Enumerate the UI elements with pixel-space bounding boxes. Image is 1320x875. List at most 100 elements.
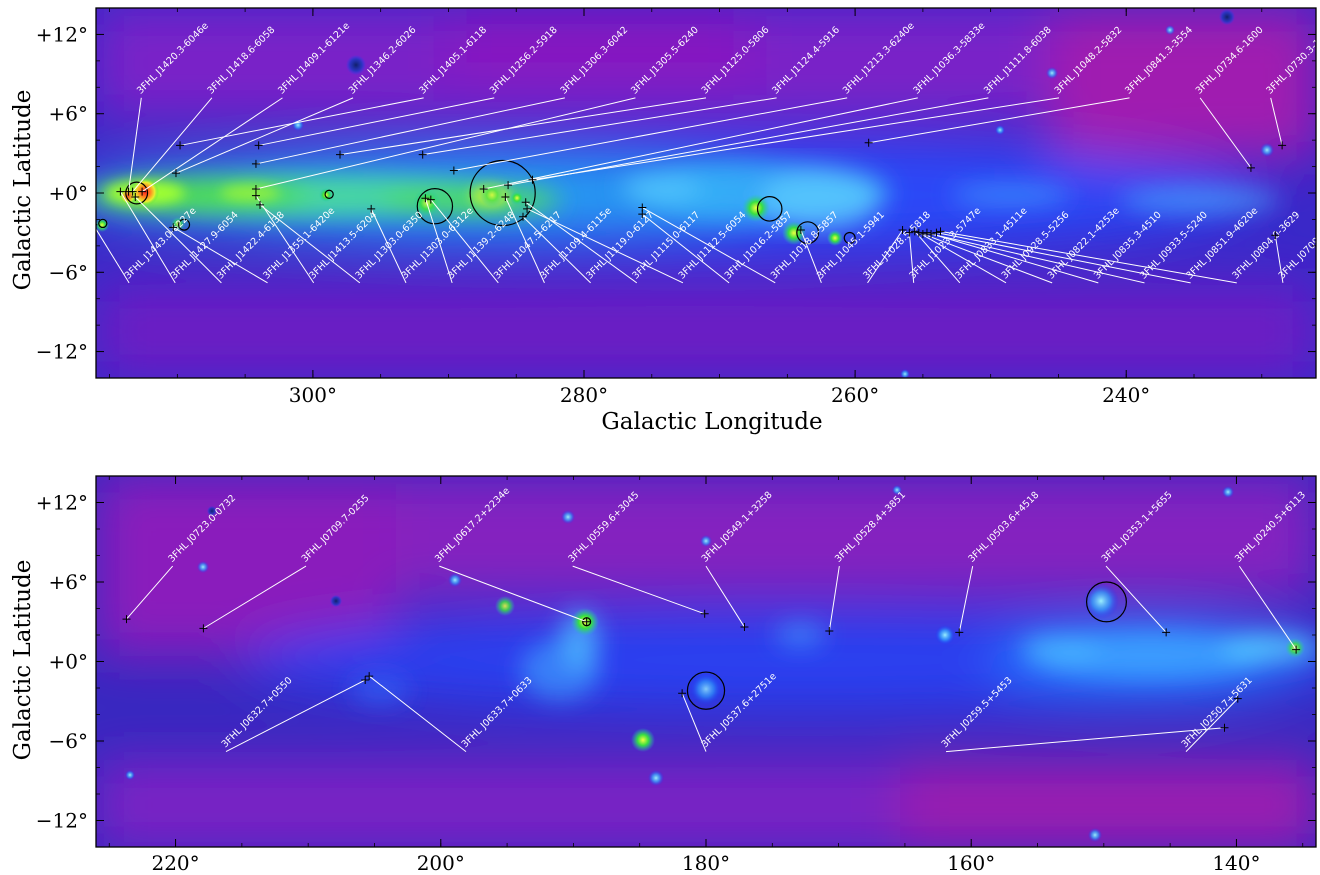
y-tick-label: −6° <box>49 729 88 753</box>
source-leader-line <box>141 97 283 193</box>
source-cross-marker <box>528 175 537 184</box>
source-leader-line <box>930 233 1145 284</box>
source-cross-marker <box>199 624 208 633</box>
source-cross-marker <box>479 185 488 194</box>
source-leader-line <box>1274 235 1284 283</box>
source-cross-marker <box>922 228 931 237</box>
source-leader-line <box>642 207 776 284</box>
source-cross-marker <box>251 191 260 200</box>
source-cross-marker <box>1162 628 1171 637</box>
source-leader-line <box>255 195 315 284</box>
source-leader-line <box>439 565 587 623</box>
source-leader-line <box>572 565 705 615</box>
source-cross-marker <box>169 223 178 232</box>
y-tick-label: +6° <box>49 102 88 126</box>
source-leader-line <box>868 97 1130 144</box>
y-tick-label: −6° <box>49 260 88 284</box>
source-cross-marker <box>254 141 263 150</box>
source-leader-line <box>908 232 915 283</box>
source-cross-marker <box>910 227 919 236</box>
source-cross-marker <box>825 627 834 636</box>
source-leader-line <box>173 226 268 284</box>
y-tick-label: +6° <box>49 570 88 594</box>
source-leader-line <box>258 97 495 146</box>
source-cross-marker <box>1233 694 1242 703</box>
source-cross-marker <box>932 228 941 237</box>
top-axes: 300° 280° 260° 240° +12° +6° +0° −6° −12° <box>36 7 1316 407</box>
source-cross-marker <box>521 198 530 207</box>
source-cross-marker <box>740 623 749 632</box>
source-leader-line <box>504 196 545 284</box>
source-leader-line <box>119 191 176 284</box>
source-cross-marker <box>955 628 964 637</box>
top-x-axis-label: Galactic Longitude <box>601 409 822 435</box>
x-tick-label: 260° <box>831 383 879 407</box>
source-leader-line <box>1199 97 1252 169</box>
source-leader-line <box>1185 698 1239 752</box>
source-leader-line <box>179 97 424 146</box>
source-cross-marker <box>365 672 374 681</box>
source-cross-marker <box>905 228 914 237</box>
x-tick-label: 220° <box>151 851 199 875</box>
source-leader-line <box>705 565 745 628</box>
source-leader-line <box>132 97 213 193</box>
source-cross-marker <box>914 228 923 237</box>
source-leader-line <box>339 97 707 156</box>
source-cross-marker <box>251 159 260 168</box>
source-leader-line <box>1105 565 1167 633</box>
top-panel-map <box>96 8 1316 378</box>
source-cross-marker <box>122 615 131 624</box>
source-cross-marker <box>1246 163 1255 172</box>
y-tick-label: +0° <box>49 181 88 205</box>
source-cross-marker <box>1271 231 1280 240</box>
y-tick-label: +0° <box>49 650 88 674</box>
source-leader-line <box>940 230 1237 284</box>
source-cross-marker <box>426 195 435 204</box>
y-tick-label: +12° <box>36 22 88 46</box>
x-tick-label: 160° <box>947 851 995 875</box>
y-tick-label: −12° <box>36 809 88 833</box>
source-cross-marker <box>523 204 532 213</box>
source-leader-line <box>532 97 1060 181</box>
source-leader-line <box>424 198 453 284</box>
source-cross-marker <box>1220 723 1229 732</box>
extended-source-circle <box>756 196 783 222</box>
source-leader-line <box>255 97 636 190</box>
source-cross-marker <box>582 617 591 626</box>
source-cross-marker <box>864 138 873 147</box>
source-leader-line <box>126 565 174 620</box>
source-leader-line <box>134 196 222 284</box>
source-leader-line <box>918 232 1007 284</box>
source-leader-line <box>96 228 130 284</box>
source-cross-marker <box>1292 645 1301 654</box>
source-cross-marker <box>501 192 510 201</box>
x-tick-label: 200° <box>417 851 465 875</box>
extended-source-circle <box>686 671 726 710</box>
source-cross-marker <box>918 229 927 238</box>
source-leader-line <box>225 679 366 753</box>
source-cross-marker <box>519 212 527 221</box>
bottom-y-axis-label: Galactic Latitude <box>10 560 36 761</box>
source-cross-marker <box>898 226 907 234</box>
source-leader-line <box>128 97 142 192</box>
source-leader-line <box>828 566 840 632</box>
source-leader-line <box>945 727 1225 753</box>
source-cross-marker <box>936 227 945 236</box>
bottom-panel-map <box>96 476 1316 847</box>
extended-source-circle <box>469 159 536 227</box>
extended-source-circle <box>416 187 454 225</box>
source-leader-line <box>867 229 903 284</box>
source-leader-line <box>255 97 565 165</box>
source-leader-line <box>203 565 307 629</box>
source-leader-line <box>525 201 638 284</box>
source-leader-line <box>914 230 961 284</box>
source-leader-line <box>453 97 848 172</box>
source-leader-line <box>800 229 822 284</box>
source-leader-line <box>936 232 1191 284</box>
source-leader-line <box>681 693 707 752</box>
source-cross-marker <box>176 141 185 150</box>
source-leader-line <box>422 97 777 156</box>
source-leader-line <box>522 216 591 284</box>
source-cross-marker <box>449 166 458 175</box>
x-tick-label: 140° <box>1212 851 1260 875</box>
